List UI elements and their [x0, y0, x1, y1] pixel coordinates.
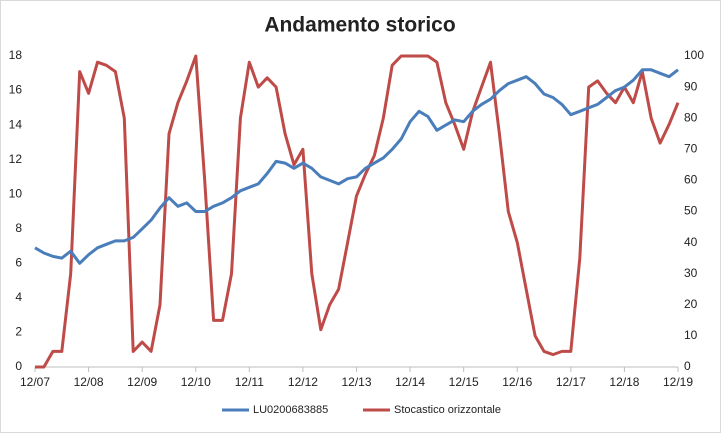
- x-tick-label: 12/07: [20, 375, 50, 389]
- y2-tick-label: 50: [684, 204, 698, 218]
- y2-tick-label: 40: [684, 235, 698, 249]
- legend-label: LU0200683885: [253, 404, 328, 416]
- y-tick-label: 10: [9, 186, 23, 200]
- y2-tick-label: 100: [684, 48, 704, 62]
- y-tick-label: 14: [9, 117, 23, 131]
- y2-tick-label: 80: [684, 110, 698, 124]
- y-tick-label: 4: [15, 290, 22, 304]
- y2-tick-label: 0: [684, 359, 691, 373]
- y2-tick-label: 60: [684, 173, 698, 187]
- y2-tick-label: 90: [684, 79, 698, 93]
- legend-label: Stocastico orizzontale: [394, 404, 501, 416]
- y-tick-label: 18: [9, 48, 23, 62]
- y-tick-label: 16: [9, 83, 23, 97]
- x-tick-label: 12/09: [127, 375, 157, 389]
- x-tick-label: 12/16: [502, 375, 532, 389]
- y2-tick-label: 70: [684, 141, 698, 155]
- series-line: [34, 68, 679, 265]
- y2-tick-label: 30: [684, 266, 698, 280]
- y-tick-label: 0: [15, 359, 22, 373]
- x-tick-label: 12/10: [181, 375, 211, 389]
- x-tick-label: 12/08: [74, 375, 104, 389]
- x-tick-label: 12/18: [609, 375, 639, 389]
- x-tick-label: 12/13: [341, 375, 371, 389]
- y-tick-label: 6: [15, 256, 22, 270]
- x-tick-label: 12/19: [663, 375, 693, 389]
- x-tick-label: 12/11: [235, 375, 264, 389]
- y2-tick-label: 20: [684, 297, 698, 311]
- chart-title: Andamento storico: [264, 14, 455, 37]
- y-tick-label: 12: [9, 152, 23, 166]
- x-tick-label: 12/14: [395, 375, 425, 389]
- y-tick-label: 8: [15, 221, 22, 235]
- series-line: [35, 54, 680, 369]
- y2-tick-label: 10: [684, 328, 698, 342]
- y-tick-label: 2: [15, 325, 22, 339]
- x-tick-label: 12/17: [556, 375, 586, 389]
- x-tick-label: 12/15: [449, 375, 479, 389]
- x-tick-label: 12/12: [288, 375, 318, 389]
